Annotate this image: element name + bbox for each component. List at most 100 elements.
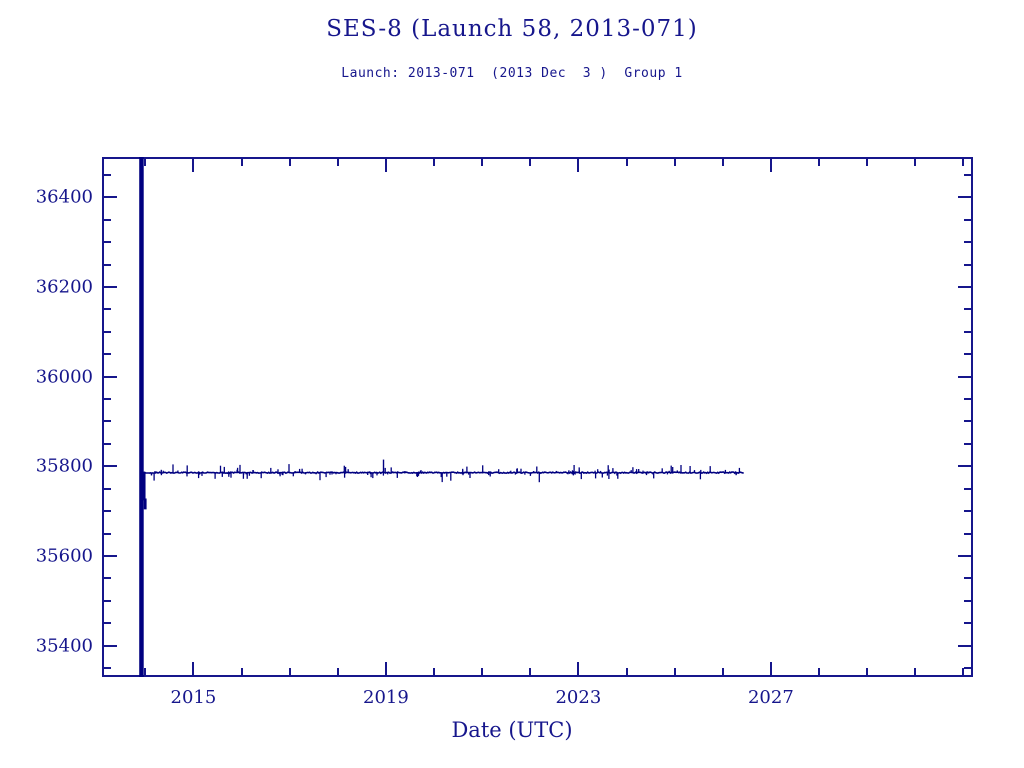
x-minor-tick-bottom <box>433 668 436 675</box>
y-minor-tick-right <box>964 353 971 356</box>
x-major-tick-bottom <box>192 662 195 675</box>
y-minor-tick-left <box>104 241 111 244</box>
x-minor-tick-bottom <box>866 668 869 675</box>
x-minor-tick-bottom <box>818 668 820 675</box>
x-major-tick-top <box>192 159 195 172</box>
x-minor-tick-top <box>336 159 339 166</box>
y-tick-label: 36000 <box>35 366 93 388</box>
y-major-tick-left <box>104 196 117 199</box>
x-minor-tick-bottom <box>240 668 243 675</box>
y-minor-tick-left <box>104 173 111 176</box>
chart-title: SES-8 (Launch 58, 2013-071) <box>326 16 698 42</box>
x-axis-title: Date (UTC) <box>451 718 573 742</box>
y-major-tick-right <box>958 554 971 557</box>
x-tick-label: 2023 <box>555 687 602 708</box>
y-major-tick-left <box>104 286 117 288</box>
x-minor-tick-bottom <box>529 668 532 675</box>
y-major-tick-right <box>958 286 971 288</box>
x-minor-tick-top <box>962 159 965 166</box>
x-minor-tick-top <box>914 159 917 166</box>
x-minor-tick-bottom <box>721 668 724 675</box>
x-minor-tick-top <box>481 159 484 166</box>
x-minor-tick-top <box>818 159 820 166</box>
y-minor-tick-left <box>104 599 111 602</box>
y-minor-tick-right <box>964 398 971 401</box>
x-major-tick-top <box>769 159 772 172</box>
y-minor-tick-right <box>964 173 971 176</box>
x-minor-tick-top <box>866 159 869 166</box>
y-tick-label: 36200 <box>35 276 93 298</box>
data-series-line <box>139 157 744 677</box>
y-minor-tick-left <box>104 308 111 311</box>
y-tick-label: 35800 <box>35 455 93 477</box>
y-minor-tick-right <box>964 263 971 266</box>
y-minor-tick-right <box>964 599 971 602</box>
x-minor-tick-top <box>144 159 147 166</box>
y-minor-tick-left <box>104 622 111 625</box>
x-major-tick-bottom <box>769 662 772 675</box>
x-tick-label: 2027 <box>747 687 794 708</box>
x-major-tick-top <box>384 159 387 172</box>
x-minor-tick-bottom <box>481 668 484 675</box>
y-minor-tick-right <box>964 308 971 311</box>
y-minor-tick-right <box>964 487 971 490</box>
y-minor-tick-right <box>964 577 971 580</box>
x-major-tick-bottom <box>577 662 580 675</box>
y-major-tick-left <box>104 465 117 468</box>
chart-subtitle: Launch: 2013-071 (2013 Dec 3 ) Group 1 <box>341 66 683 81</box>
x-minor-tick-top <box>673 159 676 166</box>
y-minor-tick-left <box>104 420 111 423</box>
y-minor-tick-left <box>104 510 111 513</box>
y-major-tick-right <box>958 375 971 378</box>
y-minor-tick-left <box>104 442 111 445</box>
x-minor-tick-bottom <box>962 668 965 675</box>
y-minor-tick-left <box>104 218 111 221</box>
y-minor-tick-right <box>964 622 971 625</box>
x-minor-tick-top <box>625 159 628 166</box>
y-major-tick-left <box>104 554 117 557</box>
x-minor-tick-bottom <box>625 668 628 675</box>
x-minor-tick-top <box>721 159 724 166</box>
x-minor-tick-top <box>529 159 532 166</box>
y-minor-tick-right <box>964 667 971 670</box>
x-minor-tick-bottom <box>914 668 917 675</box>
y-minor-tick-left <box>104 353 111 356</box>
x-minor-tick-top <box>433 159 436 166</box>
y-major-tick-left <box>104 375 117 378</box>
y-major-tick-right <box>958 196 971 199</box>
plot-area <box>102 157 973 677</box>
y-major-tick-right <box>958 465 971 468</box>
y-minor-tick-right <box>964 330 971 333</box>
y-minor-tick-right <box>964 510 971 513</box>
x-tick-label: 2015 <box>170 687 217 708</box>
y-tick-label: 35400 <box>35 635 93 657</box>
y-minor-tick-right <box>964 218 971 221</box>
y-minor-tick-left <box>104 263 111 266</box>
y-minor-tick-left <box>104 330 111 333</box>
y-minor-tick-right <box>964 532 971 535</box>
y-minor-tick-right <box>964 241 971 244</box>
x-major-tick-bottom <box>384 662 387 675</box>
y-tick-label: 35600 <box>35 545 93 567</box>
x-minor-tick-bottom <box>336 668 339 675</box>
x-minor-tick-bottom <box>673 668 676 675</box>
y-major-tick-left <box>104 644 117 647</box>
y-tick-label: 36400 <box>35 186 93 208</box>
y-minor-tick-left <box>104 577 111 580</box>
x-minor-tick-bottom <box>144 668 147 675</box>
height-trace-baseline <box>142 470 744 475</box>
y-minor-tick-left <box>104 532 111 535</box>
x-minor-tick-bottom <box>288 668 291 675</box>
y-major-tick-right <box>958 644 971 647</box>
y-minor-tick-left <box>104 667 111 670</box>
y-minor-tick-right <box>964 420 971 423</box>
x-tick-label: 2019 <box>363 687 409 708</box>
plot-frame <box>102 157 973 677</box>
y-minor-tick-left <box>104 487 111 490</box>
x-minor-tick-top <box>288 159 291 166</box>
x-major-tick-top <box>577 159 580 172</box>
station-keeping-dip <box>142 472 147 510</box>
y-minor-tick-right <box>964 442 971 445</box>
y-minor-tick-left <box>104 398 111 401</box>
